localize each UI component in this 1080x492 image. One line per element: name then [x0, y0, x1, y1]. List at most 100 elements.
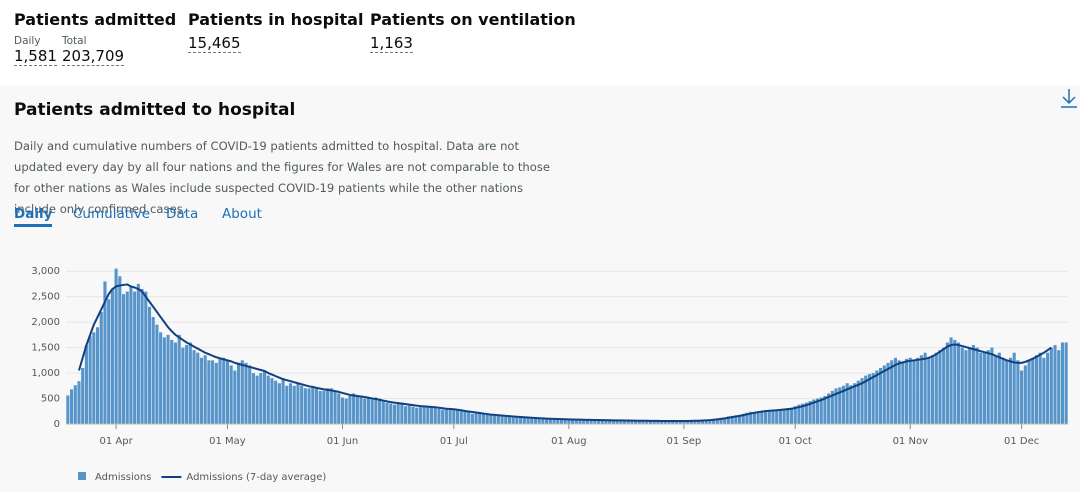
bar	[682, 420, 686, 424]
bar	[389, 403, 393, 424]
download-button[interactable]	[1058, 86, 1080, 110]
bar	[986, 350, 990, 424]
bar	[155, 324, 159, 424]
bar	[429, 407, 434, 424]
tab[interactable]: About	[222, 206, 262, 222]
bar	[756, 411, 760, 424]
bar	[994, 355, 998, 424]
bar	[359, 395, 363, 424]
card-description: Daily and cumulative numbers of COVID-19…	[14, 139, 551, 216]
tab[interactable]: Daily	[14, 206, 53, 227]
bar	[151, 317, 155, 424]
bar	[1046, 352, 1050, 424]
bar	[815, 398, 820, 424]
bar	[763, 410, 768, 424]
bar	[177, 334, 181, 424]
bar	[1031, 357, 1035, 424]
bar	[1042, 357, 1046, 424]
bar	[366, 398, 371, 424]
bar	[578, 419, 582, 424]
bar	[400, 402, 404, 424]
bar	[533, 417, 538, 424]
bar	[830, 390, 834, 424]
bar	[66, 395, 70, 424]
bar	[1057, 350, 1061, 424]
bar	[1001, 357, 1005, 424]
bar	[211, 360, 215, 424]
bar	[262, 370, 267, 424]
bar	[107, 299, 111, 424]
bar	[689, 420, 693, 424]
headline-value[interactable]: 1,163	[370, 34, 413, 53]
bar	[118, 276, 122, 424]
headline-value[interactable]: 15,465	[188, 34, 241, 53]
bar	[686, 420, 690, 424]
bar	[507, 416, 512, 424]
bar	[960, 347, 964, 424]
bar	[559, 418, 563, 424]
bar	[455, 409, 460, 424]
bar	[693, 420, 697, 424]
bar	[530, 417, 534, 424]
bar	[919, 355, 923, 424]
bar	[185, 345, 189, 424]
bar	[170, 339, 174, 424]
bar	[515, 416, 519, 424]
bar	[778, 409, 782, 424]
bar	[493, 415, 497, 424]
bar	[626, 420, 630, 424]
bar	[786, 408, 790, 424]
bar	[121, 294, 126, 424]
bar	[738, 414, 742, 424]
x-tick-label: 01 Oct	[779, 436, 812, 447]
bar	[326, 388, 330, 424]
bar	[489, 415, 493, 424]
bar	[801, 403, 805, 424]
headline-value[interactable]: 1,581	[14, 47, 57, 66]
bar	[964, 350, 968, 424]
bar	[674, 421, 679, 424]
bar	[147, 306, 152, 424]
x-tick-label: 01 Aug	[551, 436, 586, 447]
tab[interactable]: Cumulative	[73, 206, 151, 222]
bar	[782, 408, 786, 424]
x-tick-label: 01 May	[209, 436, 246, 447]
bar	[70, 389, 74, 424]
bar	[485, 414, 489, 424]
bar	[897, 360, 901, 424]
bar	[181, 347, 185, 424]
bar	[99, 311, 103, 424]
bar	[270, 378, 274, 424]
bar	[745, 412, 749, 424]
bar	[563, 419, 567, 424]
bar	[990, 347, 994, 424]
bar	[444, 408, 448, 424]
bar	[311, 385, 315, 424]
bar	[700, 420, 705, 424]
bar	[225, 360, 229, 424]
card-title: Patients admitted to hospital	[14, 100, 296, 120]
bar	[593, 420, 597, 424]
bar	[730, 415, 734, 424]
y-tick-label: 500	[41, 394, 60, 405]
bar	[619, 420, 623, 424]
bar	[437, 408, 441, 424]
bar	[348, 395, 352, 424]
tab[interactable]: Data	[166, 206, 199, 222]
bar	[396, 403, 400, 424]
bar	[545, 418, 549, 424]
bar	[942, 347, 946, 424]
bar	[114, 268, 118, 424]
x-tick-label: 01 Jul	[440, 436, 468, 447]
bar	[663, 421, 667, 424]
bar	[378, 398, 382, 424]
bar	[567, 419, 571, 424]
bar	[1034, 355, 1039, 424]
bar	[303, 388, 307, 424]
headline-value[interactable]: 203,709	[62, 47, 125, 66]
bar	[697, 420, 701, 424]
bar	[478, 413, 482, 424]
bar	[604, 420, 608, 424]
bar	[463, 411, 467, 424]
bar	[288, 383, 293, 424]
